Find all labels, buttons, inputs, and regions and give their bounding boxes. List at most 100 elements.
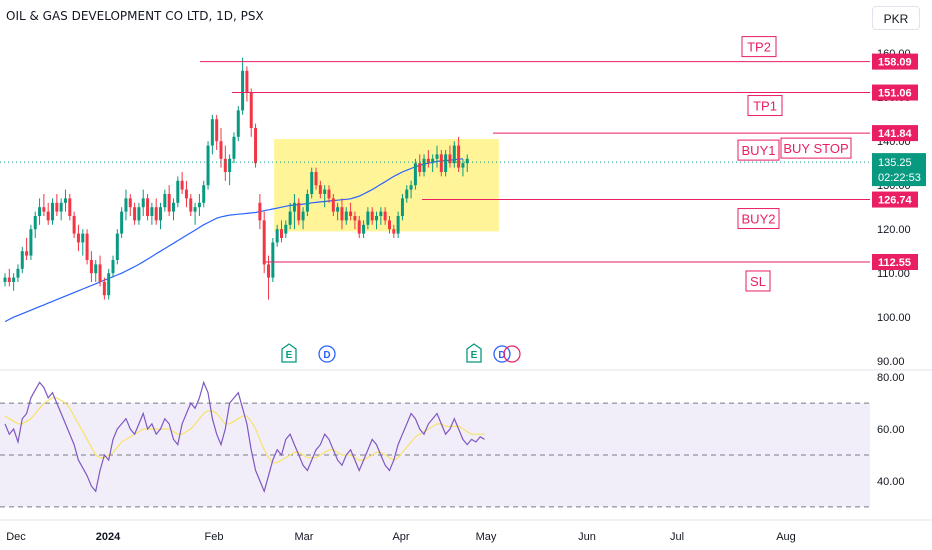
level-label-box	[737, 139, 780, 161]
candle	[154, 198, 158, 225]
candle-body	[72, 216, 76, 234]
candle	[85, 229, 89, 265]
candle	[349, 202, 353, 221]
candle-body	[171, 202, 175, 212]
candle-body	[20, 251, 24, 269]
price-axis-tick: 100.00	[877, 312, 911, 324]
candle	[301, 207, 305, 230]
candle-body	[362, 224, 366, 234]
candle-body	[16, 268, 20, 278]
candle-body	[189, 198, 193, 212]
candle	[115, 229, 119, 265]
candle-body	[461, 163, 465, 168]
candle	[461, 158, 465, 177]
candle-body	[271, 242, 275, 278]
candle	[159, 202, 163, 230]
rsi-line	[4, 380, 485, 494]
candle	[146, 194, 150, 221]
candle-body	[422, 158, 426, 172]
candle-body	[76, 233, 80, 243]
candle-body	[396, 216, 400, 234]
candle-body	[267, 264, 271, 278]
candle	[150, 202, 154, 225]
candle-body	[344, 211, 348, 221]
candle-body	[465, 158, 469, 164]
candle-body	[275, 229, 279, 243]
price-axis-tick: 90.00	[877, 356, 905, 368]
moving-average-line	[4, 158, 463, 323]
candle-body	[202, 185, 206, 203]
candle	[167, 185, 171, 216]
candle-body	[59, 202, 63, 212]
candle-body	[184, 189, 188, 199]
event-letter: E	[471, 350, 478, 361]
candle-body	[236, 110, 240, 137]
candle	[219, 128, 223, 168]
candle-body	[94, 264, 98, 274]
candle	[318, 180, 322, 199]
candle-body	[206, 145, 210, 186]
candle-body	[439, 154, 443, 172]
candle-body	[409, 185, 413, 190]
candle-body	[163, 194, 167, 208]
level-label-tp2: TP2	[747, 40, 771, 55]
candle	[405, 185, 409, 203]
price-axis-tick: 110.00	[877, 268, 910, 280]
price-pane: 160.00150.00140.00130.00120.00110.00100.…	[0, 36, 932, 371]
candle-body	[63, 198, 67, 203]
time-axis-label: Aug	[776, 531, 796, 543]
rsi-pane: 80.00 60.00 40.00	[0, 372, 905, 508]
candle	[3, 273, 7, 287]
candle	[46, 202, 50, 225]
candle	[197, 194, 201, 216]
candle-body	[146, 198, 150, 216]
time-axis-label: Feb	[205, 531, 224, 543]
level-label-tp1: TP1	[753, 99, 777, 114]
candle	[63, 189, 67, 212]
candle	[357, 216, 361, 238]
candle	[12, 273, 16, 291]
candle	[344, 207, 348, 225]
candle	[323, 185, 327, 208]
rsi-axis-tick: 80.00	[877, 372, 905, 384]
candle-body	[379, 211, 383, 216]
candle	[210, 114, 214, 155]
candle-body	[284, 224, 288, 234]
candle	[232, 132, 236, 164]
earnings-icon: E	[466, 343, 482, 363]
candle-body	[383, 211, 387, 221]
dividend-marker	[493, 345, 511, 363]
candle-body	[331, 198, 335, 212]
candle-body	[38, 207, 42, 216]
candle-body	[42, 207, 46, 212]
candle-body	[400, 198, 404, 216]
level-price-tag	[872, 84, 918, 101]
candle	[353, 211, 357, 230]
candle-body	[124, 198, 128, 212]
candle	[193, 202, 197, 225]
candle	[206, 141, 210, 190]
candle-body	[128, 198, 132, 208]
candle-body	[98, 264, 102, 282]
candle	[38, 198, 42, 225]
candle-body	[426, 158, 430, 164]
candle-body	[353, 216, 357, 221]
current-price-text: 135.25	[878, 157, 912, 169]
candle-body	[314, 172, 318, 186]
candle	[327, 185, 331, 203]
candle	[297, 198, 301, 225]
currency-button[interactable]: PKR	[872, 6, 920, 30]
candle-body	[327, 189, 331, 199]
candle-body	[245, 70, 249, 93]
candle	[68, 194, 72, 221]
candle	[241, 57, 245, 115]
candle	[254, 123, 258, 168]
earnings-marker	[466, 343, 482, 363]
candle-body	[349, 211, 353, 216]
earnings-icon: E	[281, 343, 297, 363]
level-price-tag	[872, 125, 918, 142]
candle	[366, 207, 370, 230]
candle-body	[413, 163, 417, 186]
candle	[16, 264, 20, 282]
